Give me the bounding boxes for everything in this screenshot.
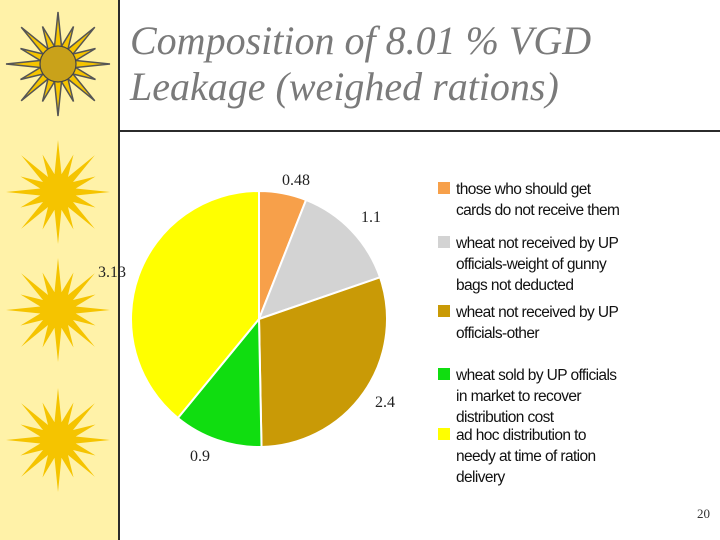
- legend-swatch: [438, 305, 450, 317]
- sun-icon: [6, 388, 110, 492]
- slice-value-label: 0.9: [190, 448, 210, 465]
- legend-label: officials-weight of gunny: [456, 256, 607, 273]
- slice-value-label: 2.4: [375, 394, 395, 411]
- legend-entry: ad hoc distribution to needy at time of r…: [438, 427, 596, 486]
- legend-entry: wheat not received by UP officials-weight…: [438, 235, 619, 294]
- legend-swatch: [438, 428, 450, 440]
- pie-slice: [130, 189, 260, 420]
- vertical-rule: [118, 0, 120, 540]
- slice-value-label: 1.1: [361, 209, 381, 226]
- legend-label: cards do not receive them: [456, 202, 619, 219]
- legend-label: delivery: [456, 469, 505, 486]
- title-line-1: Composition of 8.01 % VGD: [130, 18, 592, 63]
- legend-label: those who should get: [456, 181, 592, 198]
- legend-label: needy at time of ration: [456, 448, 596, 465]
- slice-value-label: 0.48: [282, 172, 310, 189]
- legend-swatch: [438, 236, 450, 248]
- pie-slice: [257, 276, 388, 449]
- decorative-suns: [5, 11, 111, 492]
- pie-slice: [257, 198, 382, 321]
- legend-label: wheat not received by UP: [455, 304, 618, 321]
- legend-entry: wheat sold by UP officials in market to r…: [438, 367, 618, 426]
- horizontal-rule: [118, 130, 720, 132]
- legend-label: bags not deducted: [456, 277, 573, 294]
- slice-value-label: 3.13: [98, 264, 126, 281]
- legend-swatch: [438, 368, 450, 380]
- page-number: 20: [697, 506, 710, 521]
- legend-entry: wheat not received by UP officials-other: [438, 304, 619, 342]
- legend-label: officials-other: [456, 325, 539, 342]
- legend-label: distribution cost: [456, 409, 555, 426]
- slide-title: Composition of 8.01 % VGD Leakage (weigh…: [130, 18, 710, 110]
- legend-label: in market to recover: [456, 388, 581, 405]
- legend-label: ad hoc distribution to: [456, 427, 586, 444]
- legend-swatch: [438, 182, 450, 194]
- sun-icon: [5, 11, 111, 117]
- sun-icon: [6, 258, 110, 362]
- sun-icon: [6, 140, 110, 244]
- pie-slice: [176, 316, 263, 448]
- legend-entry: those who should get cards do not receive…: [438, 181, 620, 219]
- legend-label: wheat not received by UP: [455, 235, 618, 252]
- title-line-2: Leakage (weighed rations): [130, 64, 559, 109]
- legend-label: wheat sold by UP officials: [455, 367, 617, 384]
